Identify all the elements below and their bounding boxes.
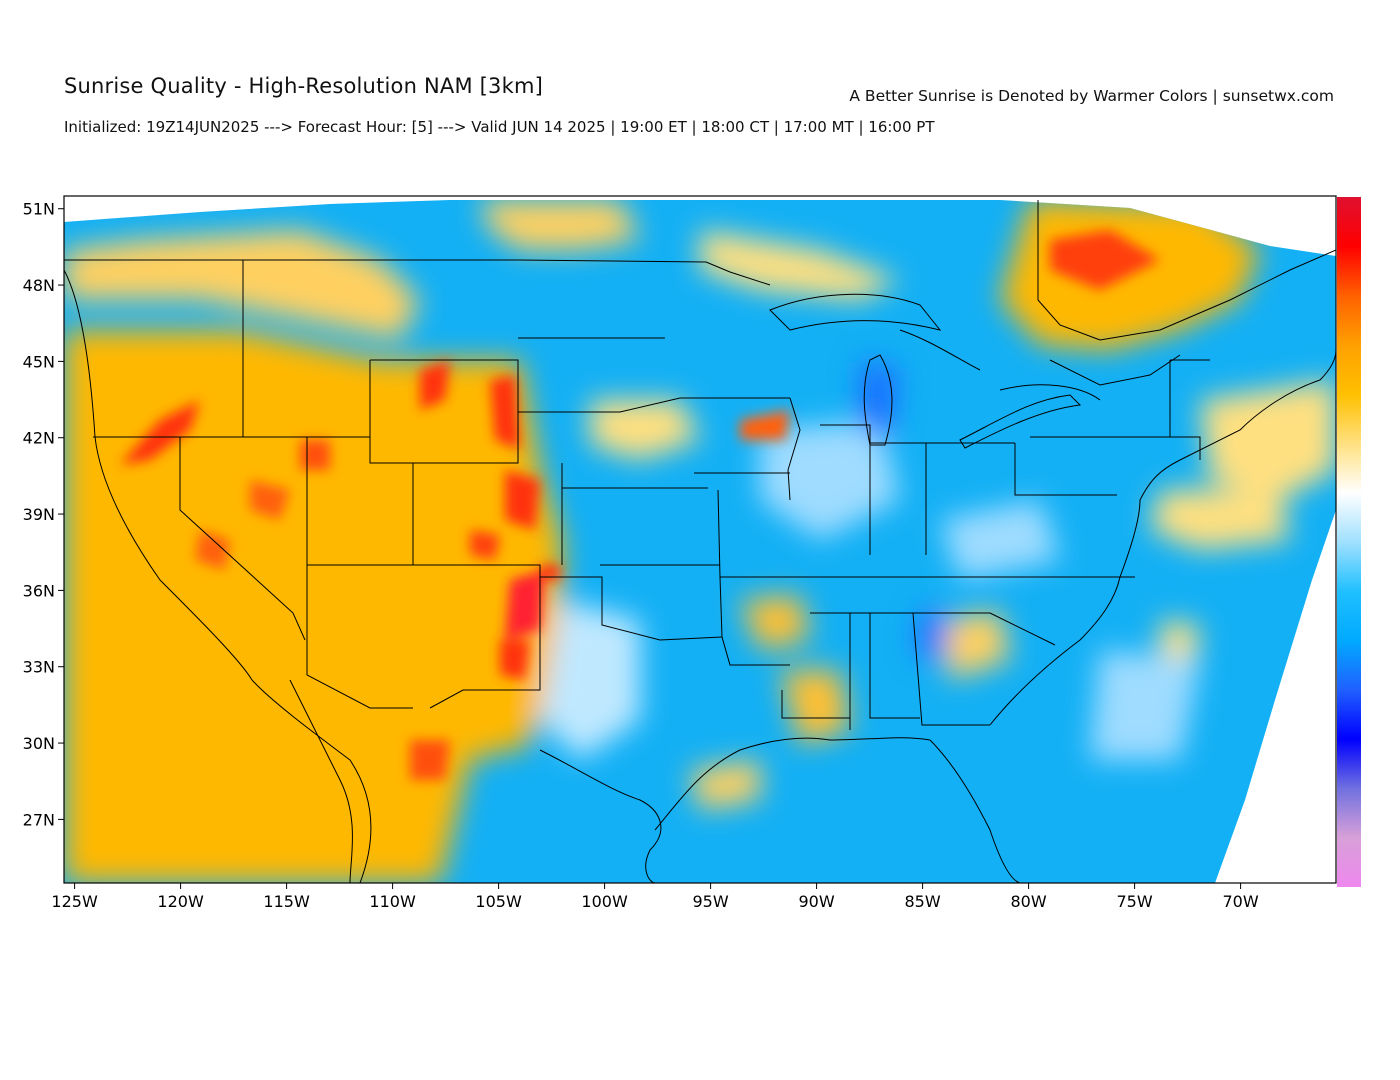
map-frame	[63, 195, 1337, 884]
lon-tick-label: 120W	[157, 892, 204, 911]
lon-tick-label: 105W	[475, 892, 522, 911]
lon-tick-label: 110W	[369, 892, 416, 911]
lat-tick-label: 33N	[23, 658, 55, 677]
lon-tick-label: 75W	[1117, 892, 1153, 911]
map-title: Sunrise Quality - High-Resolution NAM [3…	[64, 74, 543, 98]
lat-tick-label: 30N	[23, 734, 55, 753]
lon-tick-label: 115W	[263, 892, 310, 911]
lat-tick-label: 42N	[23, 429, 55, 448]
latitude-axis: 51N 48N 45N 42N 39N 36N 33N 30N 27N	[23, 200, 64, 829]
colorbar	[1337, 197, 1361, 887]
lon-tick-label: 100W	[581, 892, 628, 911]
lon-tick-label: 85W	[905, 892, 941, 911]
lat-tick-label: 27N	[23, 810, 55, 829]
lon-tick-label: 125W	[51, 892, 98, 911]
lon-tick-label: 70W	[1223, 892, 1259, 911]
map-subtitle: Initialized: 19Z14JUN2025 ---> Forecast …	[64, 118, 935, 136]
lon-tick-label: 90W	[799, 892, 835, 911]
lat-tick-label: 39N	[23, 505, 55, 524]
lat-tick-label: 36N	[23, 581, 55, 600]
lat-tick-label: 48N	[23, 276, 55, 295]
state-boundaries	[64, 200, 1336, 883]
lat-tick-label: 45N	[23, 352, 55, 371]
lat-tick-label: 51N	[23, 200, 55, 219]
map-credit: A Better Sunrise is Denoted by Warmer Co…	[849, 87, 1334, 105]
longitude-axis: 125W 120W 115W 110W 105W 100W 95W 90W 85W 80W 75W 7…	[51, 883, 1259, 911]
forecast-field	[64, 200, 1336, 883]
lon-tick-label: 95W	[693, 892, 729, 911]
lon-tick-label: 80W	[1011, 892, 1047, 911]
